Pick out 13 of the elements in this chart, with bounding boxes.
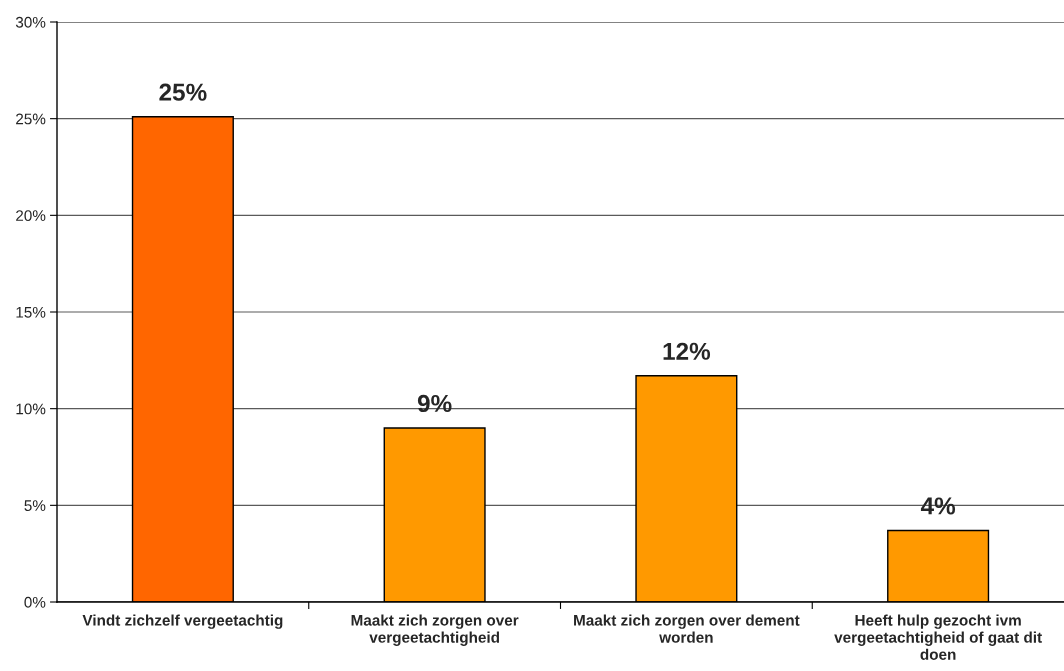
y-tick-label: 10% [16, 403, 46, 415]
data-label: 12% [663, 342, 711, 360]
y-tick-label: 20% [16, 210, 46, 222]
y-tick-label: 5% [24, 500, 46, 512]
y-tick-label: 15% [16, 306, 46, 318]
y-tick-label: 25% [16, 113, 46, 125]
x-tick-label: Maakt zich zorgen over dement worden [574, 614, 800, 643]
y-tick-label: 0% [24, 596, 46, 608]
x-tick-label: Maakt zich zorgen over vergeetachtigheid [351, 614, 519, 646]
y-tick-label: 30% [15, 16, 46, 28]
x-tick-label: Vindt zichzelf vergeetachtig [82, 614, 283, 629]
x-tick-label: Heeft hulp gezocht ivm vergeetachtigheid of gaat dit doen [834, 614, 1042, 660]
data-label: 25% [159, 83, 207, 101]
